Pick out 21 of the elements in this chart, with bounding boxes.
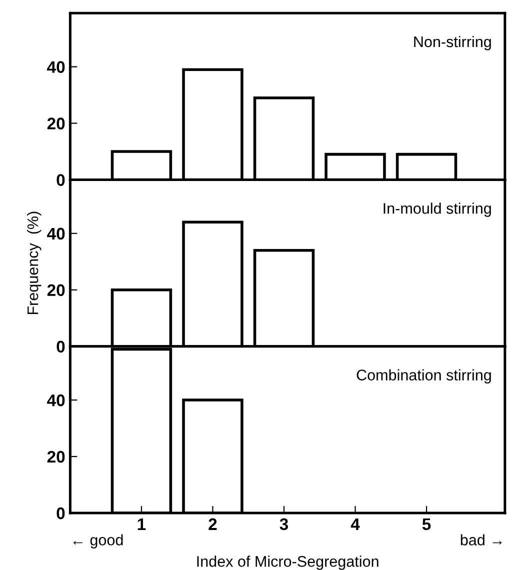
text: ← good bbox=[73, 534, 123, 548]
y-tick-label: 0 bbox=[56, 507, 65, 520]
text: bad → bbox=[460, 534, 502, 546]
x-tick-label: 3 bbox=[280, 518, 288, 530]
y-tick-label: 20 bbox=[47, 118, 65, 130]
y-tick-label: 20 bbox=[47, 450, 65, 463]
y-tick-label: 40 bbox=[47, 228, 65, 240]
text: Combination stirring bbox=[356, 369, 491, 384]
x-tick-label: 5 bbox=[422, 518, 431, 530]
x-tick-label: 1 bbox=[138, 518, 146, 530]
text: Non-stirring bbox=[414, 36, 491, 50]
y-axis-title: Frequency (%) bbox=[27, 212, 42, 314]
y-tick-label: 0 bbox=[56, 174, 65, 186]
y-tick-label: 40 bbox=[47, 61, 65, 73]
text: In-mould stirring bbox=[384, 202, 491, 217]
y-tick-label: 0 bbox=[56, 340, 65, 353]
y-tick-label: 20 bbox=[47, 284, 65, 296]
x-tick-label: 4 bbox=[350, 518, 360, 530]
x-tick-label: 2 bbox=[208, 518, 217, 530]
x-axis-title: Index of Micro-Segregation bbox=[197, 556, 378, 570]
y-tick-label: 40 bbox=[47, 394, 65, 406]
